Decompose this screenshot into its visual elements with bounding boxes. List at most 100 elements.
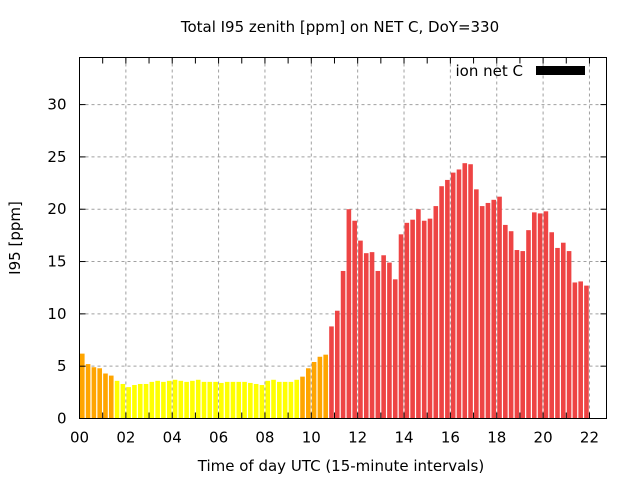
bar	[584, 285, 589, 419]
bar	[346, 209, 352, 419]
bar	[520, 251, 526, 419]
bar	[445, 179, 450, 419]
bar	[497, 196, 502, 419]
bar	[85, 364, 91, 419]
bar	[311, 361, 317, 419]
bar	[491, 199, 497, 419]
bar	[300, 376, 305, 419]
bar	[108, 375, 114, 419]
x-tick-label: 08	[255, 429, 274, 447]
bar	[514, 250, 520, 419]
bar	[340, 270, 346, 419]
x-tick-label: 10	[302, 429, 321, 447]
y-tick-label: 10	[47, 305, 66, 323]
ticks: 0 5 10 15 20 25 30 00 02 04 06 08 10 12 14 16 18 20 22	[47, 57, 607, 447]
x-tick-label: 16	[441, 429, 460, 447]
bar	[363, 253, 369, 419]
bar	[468, 164, 473, 419]
y-tick-label: 0	[57, 410, 67, 428]
bar	[439, 186, 444, 419]
x-tick-label: 14	[394, 429, 413, 447]
bar	[265, 380, 271, 419]
bar	[184, 381, 189, 419]
x-tick-label: 20	[534, 429, 553, 447]
bar	[306, 368, 311, 419]
bar	[213, 381, 218, 419]
bar	[560, 242, 566, 419]
bar	[120, 383, 126, 419]
bar	[532, 212, 537, 419]
y-tick-label: 20	[47, 200, 66, 218]
bar	[143, 383, 149, 419]
x-tick-label: 18	[487, 429, 506, 447]
bar	[219, 382, 224, 419]
bar	[259, 385, 265, 419]
bar	[456, 169, 462, 419]
x-tick-label: 04	[163, 429, 182, 447]
bar	[479, 206, 485, 419]
bar	[462, 163, 468, 419]
bar	[503, 224, 508, 419]
bar	[572, 282, 578, 419]
y-tick-label: 30	[47, 96, 66, 114]
bar	[549, 232, 554, 419]
y-tick-label: 25	[47, 148, 66, 166]
bar	[329, 326, 334, 419]
bar	[508, 231, 514, 419]
bar	[114, 380, 120, 419]
bar	[421, 220, 427, 419]
bar	[392, 279, 398, 419]
bar	[387, 262, 392, 419]
bar	[161, 381, 166, 419]
plot-frame	[79, 57, 607, 419]
bar	[474, 189, 479, 419]
bar	[201, 381, 207, 419]
bar	[207, 381, 213, 419]
bar	[242, 381, 247, 419]
x-tick-label: 02	[116, 429, 135, 447]
bar	[288, 381, 294, 419]
bar	[410, 219, 415, 419]
bar	[97, 368, 102, 419]
bar	[190, 380, 195, 419]
bar	[195, 379, 201, 419]
bar	[404, 222, 410, 419]
bar	[537, 213, 543, 419]
bar	[126, 387, 131, 419]
legend-swatch	[536, 66, 585, 75]
bar	[526, 230, 531, 419]
bar	[224, 381, 230, 419]
y-tick-label: 5	[57, 357, 67, 375]
bar	[416, 209, 421, 419]
bar	[578, 281, 583, 419]
bar	[166, 380, 172, 419]
bar	[398, 234, 404, 419]
x-tick-label: 06	[209, 429, 228, 447]
chart-title: Total I95 zenith [ppm] on NET C, DoY=330	[180, 18, 499, 36]
bar	[132, 385, 137, 419]
x-tick-label: 22	[580, 429, 599, 447]
bars	[80, 163, 589, 419]
bar	[178, 380, 184, 419]
bar	[375, 270, 381, 419]
bar	[543, 211, 549, 419]
bar	[137, 383, 143, 419]
bar	[358, 240, 363, 419]
bar	[149, 381, 155, 419]
bar	[381, 255, 386, 419]
bar	[253, 383, 259, 419]
bar	[317, 356, 323, 419]
x-tick-label: 00	[70, 429, 89, 447]
bar	[555, 247, 560, 419]
bar	[91, 367, 97, 419]
bar	[433, 206, 439, 419]
bar	[369, 252, 375, 419]
y-tick-label: 15	[47, 253, 66, 271]
y-axis-label: I95 [ppm]	[6, 201, 24, 275]
x-axis-label: Time of day UTC (15-minute intervals)	[197, 457, 484, 475]
bar	[172, 379, 178, 419]
bar	[485, 202, 491, 419]
bar	[155, 380, 160, 419]
bar	[334, 310, 340, 419]
